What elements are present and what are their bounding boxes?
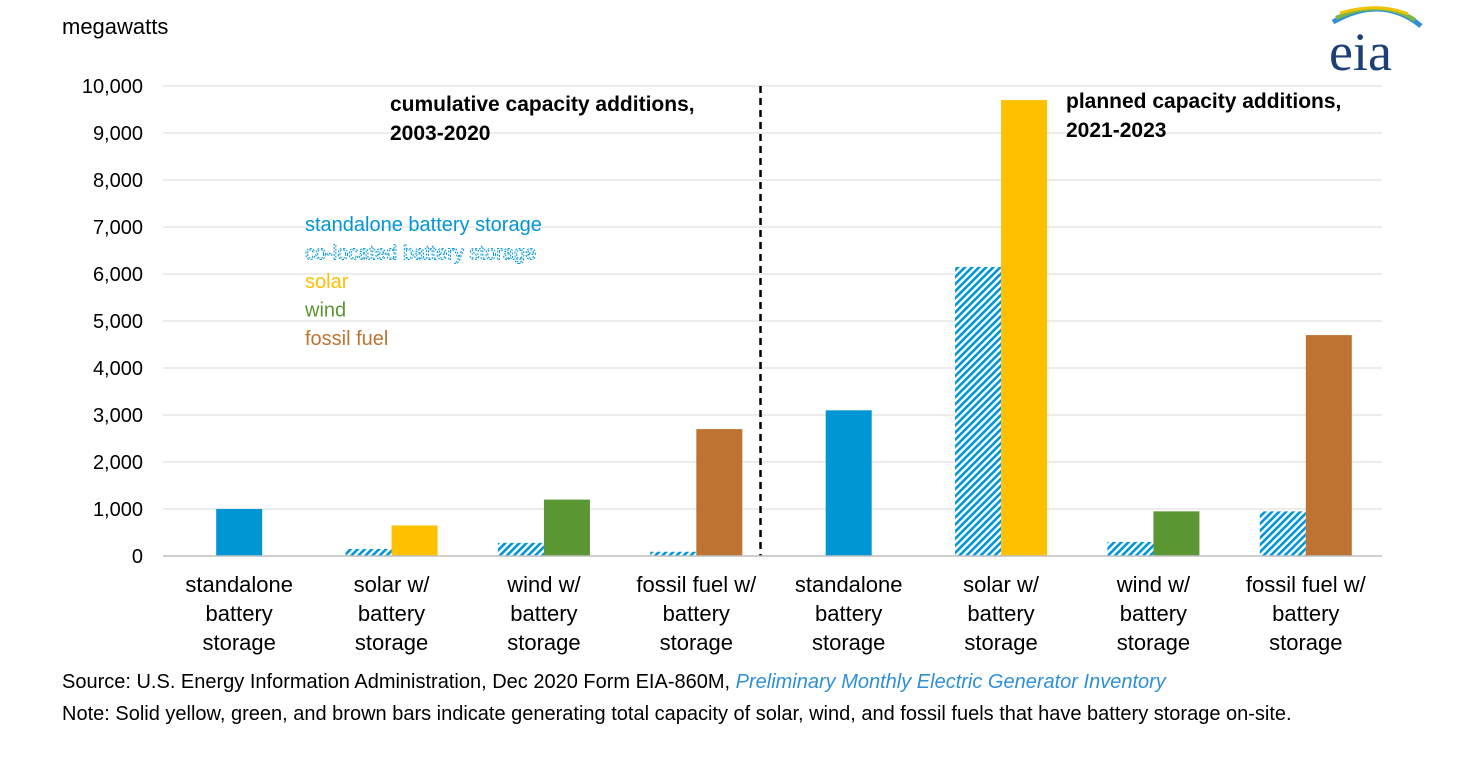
bar-standalone-battery-storage [825, 410, 872, 556]
bar-solar [391, 525, 438, 556]
category-label: battery [206, 601, 273, 626]
category-label: battery [1272, 601, 1339, 626]
legend-entry: solar [305, 271, 349, 293]
category-label: battery [663, 601, 730, 626]
category-label: battery [510, 601, 577, 626]
source-link[interactable]: Preliminary Monthly Electric Generator I… [735, 671, 1166, 693]
category-label: fossil fuel w/ [1246, 572, 1367, 597]
logo-arc-yellow [1339, 6, 1409, 16]
category-label: storage [660, 630, 733, 655]
y-tick-label: 4,000 [93, 358, 143, 380]
y-tick-label: 7,000 [93, 217, 143, 239]
eia-logo: eia [1329, 6, 1423, 82]
period-label: planned capacity additions, [1066, 90, 1341, 113]
category-label: storage [355, 630, 428, 655]
legend-entry: co-located battery storage [305, 243, 536, 265]
category-label: wind w/ [1116, 572, 1191, 597]
bar-fossil-fuel [696, 429, 743, 556]
legend: standalone battery storage co-located bat… [304, 214, 542, 350]
category-label: storage [964, 630, 1037, 655]
category-label: battery [815, 601, 882, 626]
bar-wind [1153, 511, 1200, 556]
bar-co-located-battery-storage [955, 266, 1002, 556]
category-label: battery [358, 601, 425, 626]
category-label: battery [967, 601, 1034, 626]
category-label: standalone [185, 572, 293, 597]
note-text: Note: Solid yellow, green, and brown bar… [62, 703, 1292, 725]
y-tick-label: 5,000 [93, 311, 143, 333]
bars [216, 100, 1352, 556]
category-label: solar w/ [963, 572, 1040, 597]
bar-co-located-battery-storage [1107, 541, 1154, 556]
y-tick-label: 1,000 [93, 499, 143, 521]
x-axis-categories: standalone battery storage solar w/battery s… [185, 572, 1366, 655]
source-text: Source: U.S. Energy Information Administ… [62, 671, 736, 693]
category-label: storage [507, 630, 580, 655]
y-tick-label: 2,000 [93, 452, 143, 474]
bar-wind [543, 499, 590, 556]
y-tick-label: 8,000 [93, 170, 143, 192]
y-axis-label: megawatts [62, 14, 168, 39]
period-label: cumulative capacity additions, [390, 93, 695, 116]
y-axis-ticks: 0 1,000 2,000 3,000 4,000 5,000 6,000 7,000 8,00… [82, 76, 143, 568]
legend-entry: standalone battery storage [305, 214, 542, 236]
footer: Source: U.S. Energy Information Administ… [62, 666, 1402, 730]
category-label: storage [1269, 630, 1342, 655]
category-label: wind w/ [506, 572, 581, 597]
logo-text: eia [1329, 22, 1392, 82]
gridlines [163, 85, 1382, 510]
y-tick-label: 3,000 [93, 405, 143, 427]
bar-co-located-battery-storage [497, 542, 544, 556]
category-label: solar w/ [354, 572, 431, 597]
y-tick-label: 0 [132, 546, 143, 568]
category-label: storage [202, 630, 275, 655]
y-tick-label: 6,000 [93, 264, 143, 286]
bar-fossil-fuel [1305, 335, 1352, 556]
category-label: fossil fuel w/ [636, 572, 757, 597]
bar-co-located-battery-storage [345, 548, 392, 556]
bar-co-located-battery-storage [650, 551, 697, 556]
period-label: 2021-2023 [1066, 119, 1166, 142]
period-labels: cumulative capacity additions, 2003-2020 p… [390, 90, 1341, 145]
bar-co-located-battery-storage [1259, 511, 1306, 556]
y-tick-label: 10,000 [82, 76, 143, 98]
bar-solar [1001, 100, 1048, 556]
y-tick-label: 9,000 [93, 123, 143, 145]
category-label: standalone [795, 572, 903, 597]
source-line: Source: U.S. Energy Information Administ… [62, 666, 1402, 698]
legend-entry: fossil fuel [305, 328, 388, 350]
category-label: storage [1117, 630, 1190, 655]
period-label: 2003-2020 [390, 122, 490, 145]
category-label: battery [1120, 601, 1187, 626]
bar-standalone-battery-storage [216, 509, 263, 556]
category-label: storage [812, 630, 885, 655]
legend-entry: wind [304, 300, 346, 322]
